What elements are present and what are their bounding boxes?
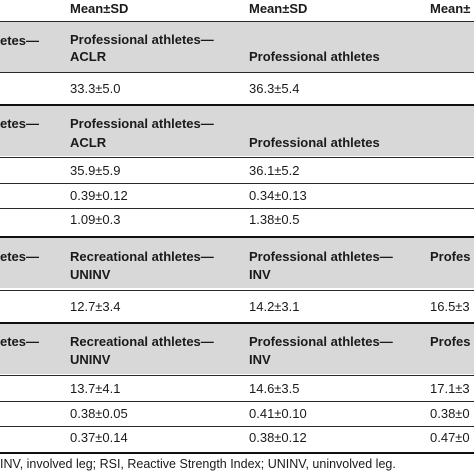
- group-label-1-col2: Professional athletes: [249, 49, 380, 64]
- group-label-2-col0: etes—: [0, 116, 40, 131]
- table-cell: 1.38±0.5: [249, 212, 300, 227]
- group-label-4-col1-line2: UNINV: [70, 352, 111, 367]
- row-rule: [0, 401, 474, 402]
- row-rule: [0, 290, 474, 291]
- table-cell: 0.47±0: [430, 430, 470, 445]
- group-band-4: [0, 324, 474, 374]
- column-header-3: Mean±: [430, 1, 471, 16]
- table-bottom-rule: [0, 452, 474, 454]
- column-header-1: Mean±SD: [70, 1, 129, 16]
- table-cell: 33.3±5.0: [70, 81, 121, 96]
- table-cell: 0.34±0.13: [249, 188, 307, 203]
- table-cell: 12.7±3.4: [70, 299, 121, 314]
- group-label-3-col1-line2: UNINV: [70, 267, 111, 282]
- group-label-2-col1-line2: ACLR: [70, 135, 107, 150]
- table-cell: 1.09±0.3: [70, 212, 121, 227]
- table-cell: 14.2±3.1: [249, 299, 300, 314]
- group-label-3-col2-line2: INV: [249, 267, 271, 282]
- table-footnote: INV, involved leg; RSI, Reactive Strengt…: [0, 457, 396, 471]
- section-rule: [0, 236, 474, 238]
- group-label-3-col0: etes—: [0, 249, 40, 264]
- table-cell: 17.1±3: [430, 381, 470, 396]
- table-cell: 0.38±0: [430, 406, 470, 421]
- table-cell: 36.1±5.2: [249, 163, 300, 178]
- table-cell: 14.6±3.5: [249, 381, 300, 396]
- group-label-3-col1-line1: Recreational athletes—: [70, 249, 214, 264]
- group-label-4-col2-line2: INV: [249, 352, 271, 367]
- group-label-4-col2-line1: Professional athletes—: [249, 334, 393, 349]
- row-rule: [0, 183, 474, 184]
- row-rule: [0, 157, 474, 158]
- group-label-4-col3: Profes: [430, 334, 471, 349]
- section-rule: [0, 104, 474, 106]
- group-label-2-col1-line1: Professional athletes—: [70, 116, 214, 131]
- group-label-4-col1-line1: Recreational athletes—: [70, 334, 214, 349]
- table-cell: 16.5±3: [430, 299, 470, 314]
- group-label-3-col3: Profes: [430, 249, 471, 264]
- group-band-3: [0, 238, 474, 288]
- group-label-1-col0: etes—: [0, 33, 40, 48]
- column-header-2: Mean±SD: [249, 1, 308, 16]
- row-rule: [0, 375, 474, 376]
- group-label-2-col2: Professional athletes: [249, 135, 380, 150]
- table-cell: 0.37±0.14: [70, 430, 128, 445]
- section-rule: [0, 322, 474, 324]
- table-cell: 0.39±0.12: [70, 188, 128, 203]
- group-label-1-col1-line2: ACLR: [70, 49, 107, 64]
- row-rule: [0, 72, 474, 73]
- table-cell: 0.41±0.10: [249, 406, 307, 421]
- row-rule: [0, 426, 474, 427]
- group-label-4-col0: etes—: [0, 334, 40, 349]
- group-band-2: [0, 106, 474, 156]
- group-label-1-col1-line1: Professional athletes—: [70, 32, 214, 47]
- table-cell: 13.7±4.1: [70, 381, 121, 396]
- table-cell: 0.38±0.12: [249, 430, 307, 445]
- table-cell: 0.38±0.05: [70, 406, 128, 421]
- table-cell: 35.9±5.9: [70, 163, 121, 178]
- group-label-3-col2-line1: Professional athletes—: [249, 249, 393, 264]
- header-rule: [0, 21, 474, 22]
- table-cell: 36.3±5.4: [249, 81, 300, 96]
- row-rule: [0, 208, 474, 209]
- group-band-1: [0, 22, 474, 72]
